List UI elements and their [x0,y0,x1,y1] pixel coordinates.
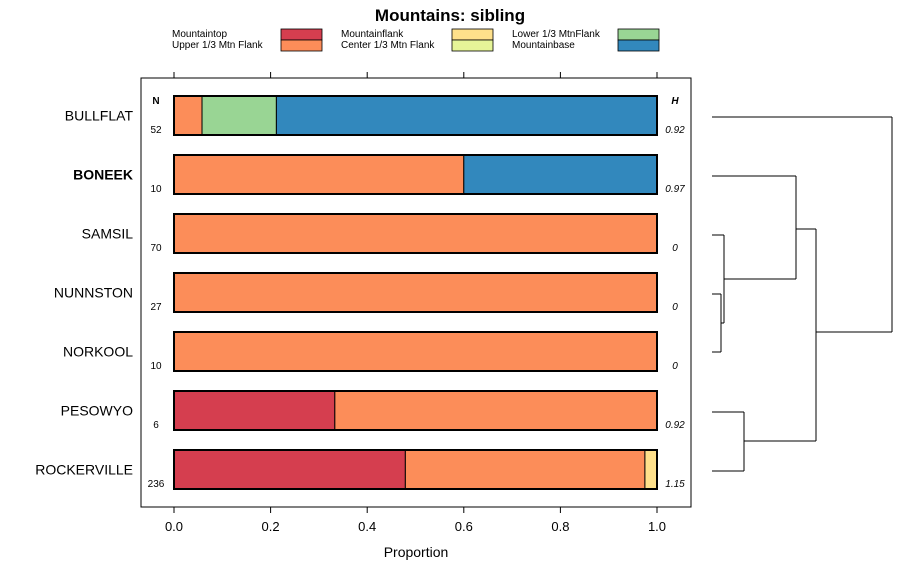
n-value-pesowyo: 6 [153,420,159,431]
bar-row-pesowyo: 6 0.92 [153,390,685,431]
bar-segment-rockerville-mountainflank [644,449,658,490]
legend-swatch-mountainbase [617,39,660,52]
category-label-bullflat: BULLFLAT [65,108,134,124]
bar-segment-rockerville-mountaintop [173,449,406,490]
category-label-rockerville: ROCKERVILLE [35,462,133,478]
bar-row-rockerville: 236 1.15 [148,449,685,490]
bar-outline-norkool [173,331,658,372]
legend-label-center-1-3-mtn-flank: Center 1/3 Mtn Flank [341,40,435,51]
bar-outline-rockerville [173,449,658,490]
bar-row-samsil: 70 0 [150,213,678,254]
bar-row-bullflat: 52 0.92 [150,95,685,136]
h-value-pesowyo: 0.92 [665,420,685,431]
legend-label-mountainbase: Mountainbase [512,40,575,51]
h-value-norkool: 0 [672,361,678,372]
bar-segment-bullflat-lower-1-3-mtnflank [201,95,277,136]
legend-label-lower-1-3-mtnflank: Lower 1/3 MtnFlank [512,29,601,40]
legend-label-mountaintop: Mountaintop [172,29,227,40]
top-axis-ticks [173,72,658,78]
category-label-nunnston: NUNNSTON [54,285,133,301]
x-axis: 0.0 0.2 0.4 0.6 0.8 1.0 [165,507,666,534]
n-value-bullflat: 52 [150,125,162,136]
dendrogram [712,116,893,472]
bar-row-boneek: 10 0.97 [150,154,685,195]
bar-row-nunnston: 27 0 [150,272,678,313]
legend-swatch-center-1-3-mtn-flank [451,39,494,52]
legend-label-upper-1-3-mtn-flank: Upper 1/3 Mtn Flank [172,40,264,51]
n-value-norkool: 10 [150,361,162,372]
category-label-samsil: SAMSIL [82,226,134,242]
n-value-boneek: 10 [150,184,162,195]
x-tick-label-1: 0.2 [262,519,280,534]
bar-segment-boneek-mountainbase [463,154,658,195]
n-value-rockerville: 236 [148,479,165,490]
legend: Mountaintop Mountainflank Lower 1/3 MtnFla… [172,28,660,52]
bar-segment-pesowyo-upper-1-3-mtn-flank [334,390,658,431]
h-value-boneek: 0.97 [665,184,685,195]
h-value-samsil: 0 [672,243,678,254]
legend-swatch-lower-1-3-mtnflank [617,28,660,41]
bar-segment-nunnston-upper-1-3-mtn-flank [173,272,658,313]
n-value-nunnston: 27 [150,302,162,313]
category-label-norkool: NORKOOL [63,344,133,360]
bar-outline-bullflat [173,95,658,136]
bar-segment-samsil-upper-1-3-mtn-flank [173,213,658,254]
plot-panel [140,77,692,508]
category-label-pesowyo: PESOWYO [61,403,133,419]
x-axis-title: Proportion [384,544,449,560]
n-value-samsil: 70 [150,243,162,254]
n-column-header: N [152,96,159,107]
bar-segment-norkool-upper-1-3-mtn-flank [173,331,658,372]
bar-outline-nunnston [173,272,658,313]
bar-outline-pesowyo [173,390,658,431]
bar-segment-rockerville-upper-1-3-mtn-flank [404,449,646,490]
h-column-header: H [671,96,679,107]
bar-segment-bullflat-mountainbase [275,95,658,136]
legend-swatch-mountaintop [280,28,323,41]
x-tick-label-0: 0.0 [165,519,183,534]
bar-segment-boneek-upper-1-3-mtn-flank [173,154,465,195]
bar-row-norkool: 10 0 [150,331,678,372]
h-value-nunnston: 0 [672,302,678,313]
x-tick-label-5: 1.0 [648,519,666,534]
bar-outline-samsil [173,213,658,254]
legend-swatch-mountainflank [451,28,494,41]
category-label-boneek: BONEEK [73,167,133,183]
legend-swatch-upper-1-3-mtn-flank [280,39,323,52]
h-value-bullflat: 0.92 [665,125,685,136]
x-tick-label-2: 0.4 [358,519,376,534]
chart-title: Mountains: sibling [375,6,525,25]
x-tick-label-4: 0.8 [551,519,569,534]
bar-segment-pesowyo-mountaintop [173,390,336,431]
legend-label-mountainflank: Mountainflank [341,29,404,40]
bar-segment-bullflat-upper-1-3-mtn-flank [173,95,203,136]
bar-outline-boneek [173,154,658,195]
h-value-rockerville: 1.15 [665,479,685,490]
category-labels: BULLFLAT BONEEK SAMSIL NUNNSTON NORKOOL PESOW… [35,108,133,478]
x-tick-label-3: 0.6 [455,519,473,534]
